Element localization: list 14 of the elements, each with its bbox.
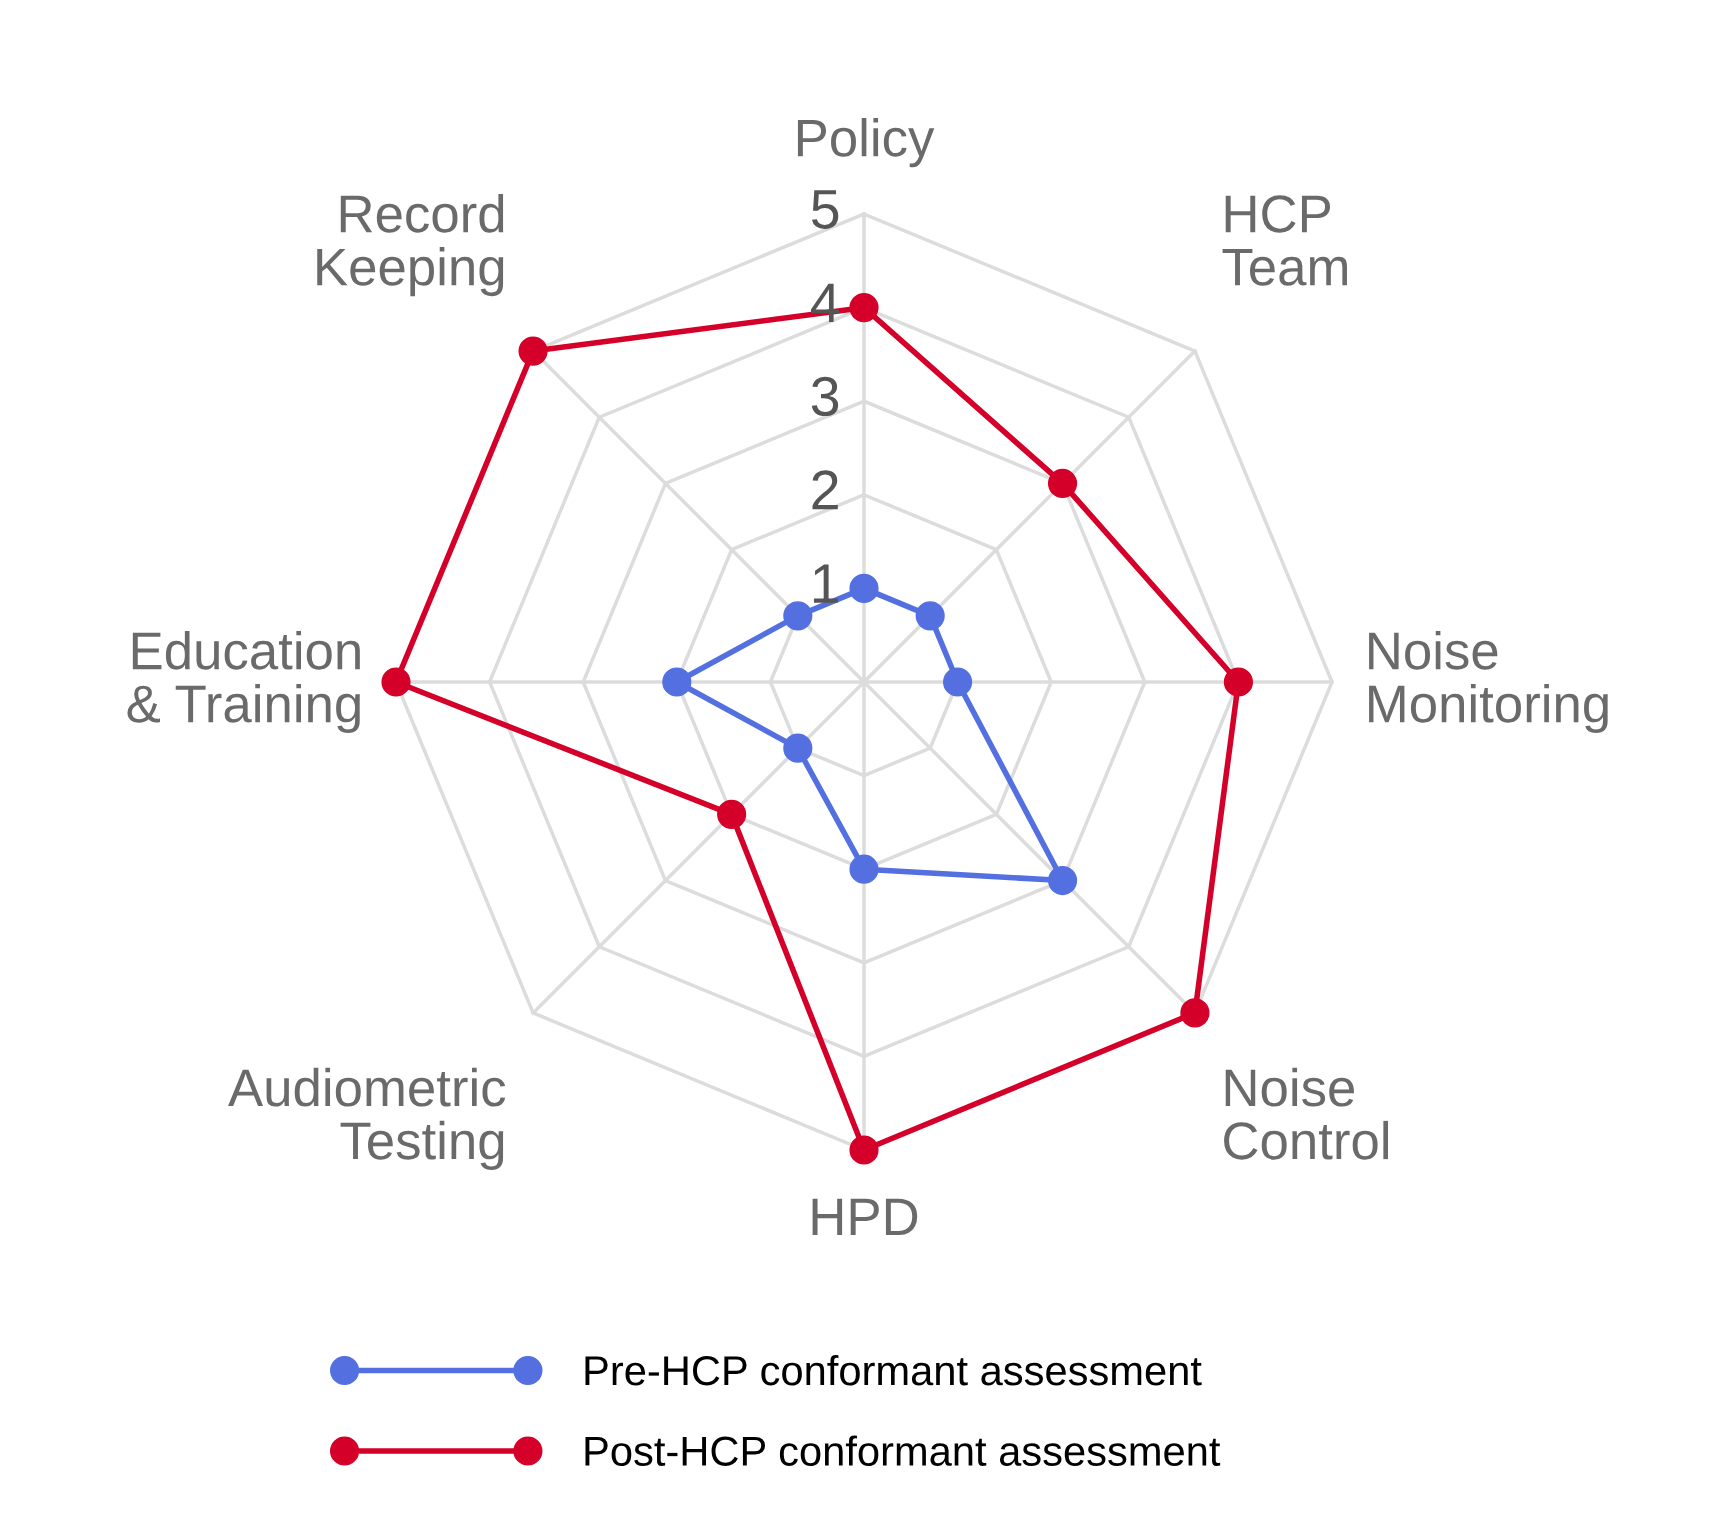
spoke-label: Policy [797,118,935,168]
legend-label: Post-HCP conformant assessment [585,1435,1221,1466]
spoke-label: Noise Control [1224,1067,1389,1160]
spoke-label: HPD [812,1198,918,1236]
y-tick-label: 2 [812,470,838,510]
legend-label: Pre-HCP conformant assessment [585,1354,1202,1386]
y-tick-label: 1 [813,564,838,603]
spoke-label: Noise Monitoring [1369,630,1608,734]
y-tick-label: 5 [811,190,839,229]
y-tick-label: 3 [811,376,839,417]
spoke-label: Education & Training [127,630,360,734]
spoke-label: Audiometric Testing [228,1067,506,1171]
spoke-label: HCP Team [1222,195,1347,286]
spoke-label: Record Keeping [317,193,504,297]
